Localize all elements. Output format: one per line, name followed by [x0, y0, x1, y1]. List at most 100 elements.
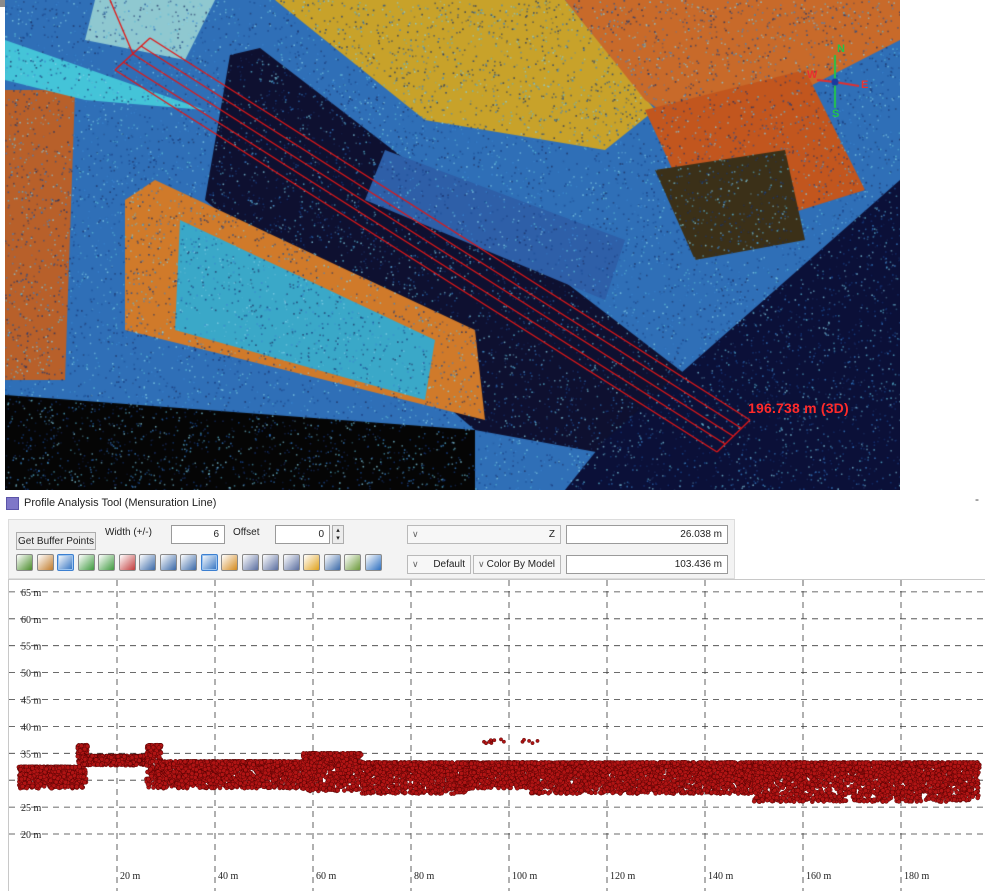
profile-point [333, 754, 337, 758]
profile-point [284, 785, 288, 789]
compass-south-label: S [832, 108, 839, 120]
profile-point [291, 766, 295, 770]
profile-point [288, 772, 292, 776]
profile-point [339, 771, 343, 775]
profile-point [336, 788, 340, 792]
lasso-icon[interactable] [78, 554, 95, 571]
axis-combo[interactable]: ∨ Z [407, 525, 561, 544]
profile-point [150, 759, 154, 763]
profile-point [63, 780, 67, 784]
y-tick-label: 65 m [21, 588, 42, 599]
profile-point [194, 768, 198, 772]
fit-extent-icon[interactable] [139, 554, 156, 571]
profile-point [206, 771, 210, 775]
profile-point [266, 768, 270, 772]
profile-point [354, 765, 358, 769]
profile-point [293, 761, 297, 765]
profile-point [172, 770, 176, 774]
profile-point [179, 765, 183, 769]
style-combo-chevron-down-icon: ∨ [412, 556, 419, 573]
grid-icon[interactable] [242, 554, 259, 571]
profile-point [266, 760, 270, 764]
profile-point [116, 754, 120, 758]
profile-point [181, 769, 185, 773]
profile-point [62, 774, 66, 778]
profile-point [244, 768, 248, 772]
edit-icon[interactable] [324, 554, 341, 571]
point-cloud-viewport[interactable]: 196.738 m (3D) N S E W [5, 0, 900, 490]
profile-point [185, 785, 189, 789]
profile-point [167, 766, 171, 770]
profile-point [328, 752, 332, 756]
profile-plot-svg[interactable]: 20 m25 m35 m40 m45 m50 m55 m60 m65 m20 m… [9, 580, 985, 891]
get-buffer-points-button[interactable]: Get Buffer Points [16, 532, 96, 550]
profile-point [201, 785, 205, 789]
zoom-box-icon[interactable] [160, 554, 177, 571]
profile-point [305, 763, 309, 767]
profile-point [96, 763, 100, 767]
width-input[interactable]: 6 [171, 525, 225, 544]
profile-point [251, 763, 255, 767]
profile-point [159, 751, 163, 755]
profile-point [215, 780, 219, 784]
profile-point [138, 754, 142, 758]
chart-icon[interactable] [262, 554, 279, 571]
settings-icon[interactable] [344, 554, 361, 571]
select-points-icon[interactable] [57, 554, 74, 571]
color-combo[interactable]: ∨ Color By Model [473, 555, 561, 574]
offset-stepper[interactable]: ▴▾ [332, 525, 344, 544]
readout-bottom-field: 103.436 m [566, 555, 728, 574]
profile-point [299, 778, 303, 782]
zoom-out-icon[interactable] [180, 554, 197, 571]
zoom-in-icon[interactable] [201, 554, 218, 571]
profile-point [172, 774, 176, 778]
profile-point [321, 786, 325, 790]
compass-east-label: E [861, 79, 868, 91]
profile-point [18, 773, 22, 777]
style-combo[interactable]: ∨ Default [407, 555, 471, 574]
profile-point [147, 745, 151, 749]
profile-point [26, 768, 30, 772]
color-combo-value: Color By Model [487, 556, 555, 573]
profile-point [340, 779, 344, 783]
profile-point [353, 759, 357, 763]
profile-point [78, 749, 82, 753]
profile-point [256, 760, 260, 764]
profile-point [225, 777, 229, 781]
style-combo-value: Default [433, 556, 465, 573]
x-tick-label: 100 m [512, 871, 538, 882]
profile-point [44, 767, 48, 771]
table-icon[interactable] [283, 554, 300, 571]
profile-point [83, 747, 87, 751]
profile-point [334, 775, 338, 779]
profile-point [193, 775, 197, 779]
profile-point [336, 763, 340, 767]
profile-point [294, 771, 298, 775]
profile-point [78, 769, 82, 773]
profile-point [291, 783, 295, 787]
profile-point [207, 778, 211, 782]
profile-point [130, 756, 134, 760]
minimize-button[interactable]: - [975, 492, 979, 506]
profile-point [172, 762, 176, 766]
profile-point [56, 769, 60, 773]
profile-point [60, 785, 64, 789]
profile-point [241, 759, 245, 763]
profile-point [82, 775, 86, 779]
offset-input[interactable]: 0 [275, 525, 330, 544]
profile-point [203, 767, 207, 771]
ruler-icon[interactable] [221, 554, 238, 571]
point-cloud-image[interactable] [5, 0, 900, 490]
classify-icon[interactable] [98, 554, 115, 571]
profile-point [246, 772, 250, 776]
profile-point [183, 760, 187, 764]
play-icon[interactable] [16, 554, 33, 571]
delete-points-icon[interactable] [119, 554, 136, 571]
profile-point [315, 783, 319, 787]
pencil-icon[interactable] [37, 554, 54, 571]
profile-point [262, 775, 266, 779]
profile-point [295, 785, 299, 789]
help-icon[interactable] [365, 554, 382, 571]
export-icon[interactable] [303, 554, 320, 571]
